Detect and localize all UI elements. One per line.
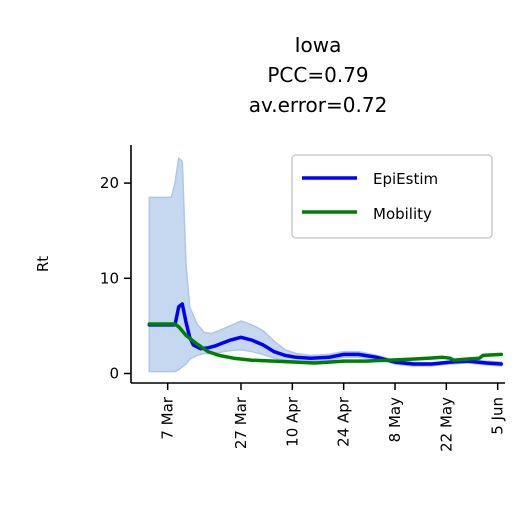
x-tick-label: 24 Apr — [335, 396, 353, 447]
chart-title-line: PCC=0.79 — [267, 63, 368, 87]
legend-label-mobility: Mobility — [373, 205, 432, 223]
legend-label-epiestim: EpiEstim — [373, 170, 438, 188]
x-tick-label: 27 Mar — [232, 396, 250, 449]
series-line-epiestim — [147, 302, 504, 366]
axes: 0 10 20 7 Mar 27 Mar 10 Apr 24 Apr 8 May 22 May… — [100, 145, 507, 452]
legend-frame — [291, 154, 493, 239]
x-tick-label: 10 Apr — [283, 396, 301, 447]
y-tick-label: 20 — [100, 174, 119, 192]
chart-title-line: Iowa — [295, 33, 342, 57]
plot-area — [147, 156, 504, 373]
y-ticks: 0 10 20 — [100, 174, 131, 382]
legend: EpiEstim Mobility — [291, 154, 493, 239]
series-line-mobility — [147, 322, 504, 365]
x-tick-label: 8 May — [386, 397, 404, 442]
x-tick-label: 22 May — [437, 397, 455, 452]
chart-title: Iowa PCC=0.79 av.error=0.72 — [249, 33, 388, 117]
chart-title-line: av.error=0.72 — [249, 93, 388, 117]
y-axis-label: Rt — [34, 256, 52, 272]
y-tick-label: 0 — [109, 364, 119, 382]
x-tick-label: 7 Mar — [159, 396, 177, 439]
y-tick-label: 10 — [100, 269, 119, 287]
x-ticks: 7 Mar 27 Mar 10 Apr 24 Apr 8 May 22 May 5 Jun — [159, 383, 507, 452]
x-tick-label: 5 Jun — [489, 397, 507, 435]
